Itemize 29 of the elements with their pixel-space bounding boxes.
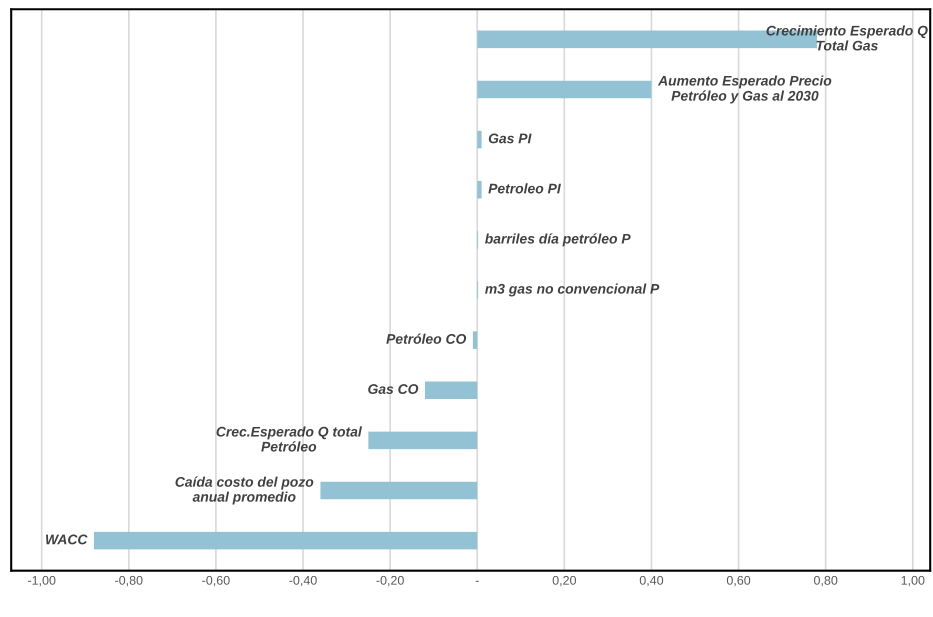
y-tick-label: WACC xyxy=(46,534,88,544)
bar xyxy=(424,381,478,400)
bar xyxy=(320,482,478,500)
bar xyxy=(94,532,478,550)
x-tick-label: -0,60 xyxy=(202,576,230,586)
bar xyxy=(477,180,482,198)
x-tick-label: 0,20 xyxy=(552,576,576,586)
bar xyxy=(477,130,482,148)
bar xyxy=(368,432,478,450)
bar xyxy=(472,331,478,349)
bar xyxy=(477,80,652,98)
y-tick-label: Gas CO xyxy=(368,384,418,394)
x-tick-label: -1,00 xyxy=(28,576,56,586)
y-tick-label: Gas PI xyxy=(488,133,532,144)
x-tick-label: -0,80 xyxy=(115,576,143,586)
x-tick-label: 1,00 xyxy=(902,576,924,586)
y-tick-label: Petróleo CO xyxy=(386,334,466,344)
x-tick-label: -0,20 xyxy=(376,576,404,586)
x-tick-label: 0,40 xyxy=(640,576,664,586)
x-tick-label: - xyxy=(476,580,479,582)
y-tick-label: barriles día petróleo P xyxy=(485,233,631,246)
y-tick-label: Aumento Esperado Precio Petróleo y Gas al 2030 xyxy=(658,75,832,104)
y-tick-label: m3 gas no convencional P xyxy=(485,284,660,296)
y-tick-label: Crec.Esperado Q total Petróleo xyxy=(216,426,362,452)
y-tick-label: Caída costo del pozo anual promedio xyxy=(176,476,314,505)
x-tick-label: 0,60 xyxy=(726,576,750,586)
y-tick-label: Petroleo PI xyxy=(488,183,561,194)
x-tick-label: 0,80 xyxy=(814,576,838,586)
x-tick-label: -0,40 xyxy=(289,576,317,586)
